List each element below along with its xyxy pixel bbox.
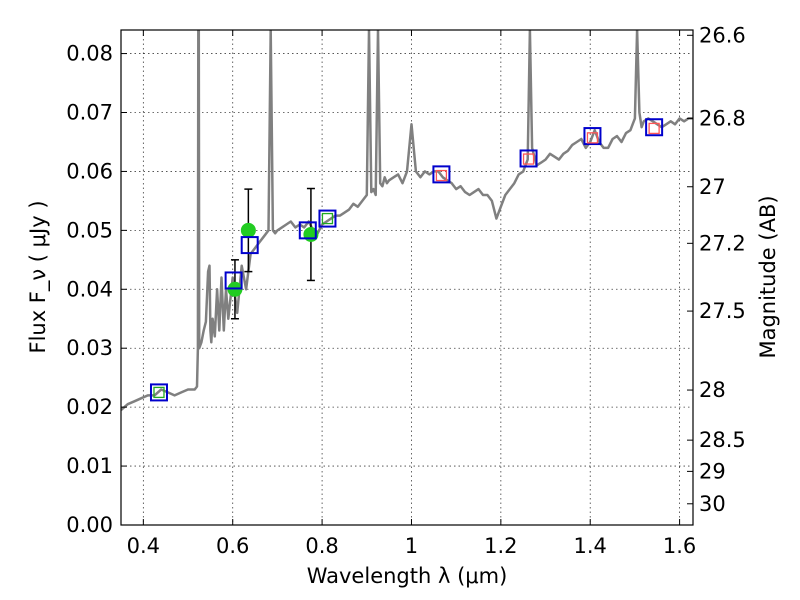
model-photometry-square — [645, 118, 664, 137]
y-axis-label: Flux F_ν ( μJy ) — [26, 200, 51, 353]
y-right-tick-label: 27.5 — [699, 299, 746, 323]
y-right-tick-label: 30 — [699, 492, 726, 516]
model-photometry-square — [583, 127, 602, 146]
y-right-axis-label: Magnitude (AB) — [756, 195, 780, 358]
band-marker-square — [435, 169, 448, 182]
x-axis-label: Wavelength λ (μm) — [307, 564, 508, 588]
ticks: 0.4 0.6 0.8 1 1.2 1.4 1.6 0.00 0.01 0.02 0.03 0.04 0… — [66, 23, 746, 558]
observed-photometry-point — [240, 222, 256, 238]
model-photometry-square — [240, 236, 259, 255]
x-tick-label: 1.6 — [663, 534, 696, 558]
band-marker-square — [586, 132, 599, 144]
sed-model-line — [121, 30, 693, 412]
y-right-tick-label: 26.8 — [699, 106, 746, 130]
y-tick-label: 0.07 — [66, 101, 113, 125]
y-tick-label: 0.02 — [66, 395, 113, 419]
model-photometry-square — [149, 383, 168, 402]
model-photometry-square — [298, 221, 317, 240]
band-marker-square — [153, 386, 165, 399]
y-right-tick-label: 28.5 — [699, 428, 746, 452]
y-tick-label: 0.04 — [66, 277, 113, 301]
x-tick-label: 1 — [405, 534, 418, 558]
model-photometry-square — [432, 165, 451, 184]
y-right-tick-label: 28 — [699, 378, 726, 402]
y-right-tick-label: 26.6 — [699, 23, 746, 47]
band-marker-square — [522, 153, 535, 165]
y-right-tick-label: 27.2 — [699, 231, 746, 255]
y-tick-label: 0.03 — [66, 336, 113, 360]
y-tick-label: 0.05 — [66, 218, 113, 242]
model-photometry-square — [224, 271, 243, 290]
plot-frame — [120, 29, 694, 526]
x-tick-label: 0.6 — [216, 534, 249, 558]
model-photometry-square — [318, 209, 337, 228]
x-tick-label: 0.4 — [127, 534, 160, 558]
model-photometry-square — [519, 149, 538, 168]
x-tick-label: 0.8 — [305, 534, 338, 558]
y-tick-label: 0.01 — [66, 454, 113, 478]
y-right-tick-label: 27 — [699, 175, 726, 199]
x-tick-label: 1.4 — [574, 534, 607, 558]
band-marker-square — [648, 122, 660, 135]
y-tick-label: 0.06 — [66, 159, 113, 183]
y-tick-label: 0.00 — [66, 513, 113, 537]
y-tick-label: 0.08 — [66, 42, 113, 66]
x-tick-label: 1.2 — [484, 534, 517, 558]
data-layer — [121, 30, 693, 412]
y-right-tick-label: 29 — [699, 459, 726, 483]
band-marker-square — [321, 212, 334, 225]
